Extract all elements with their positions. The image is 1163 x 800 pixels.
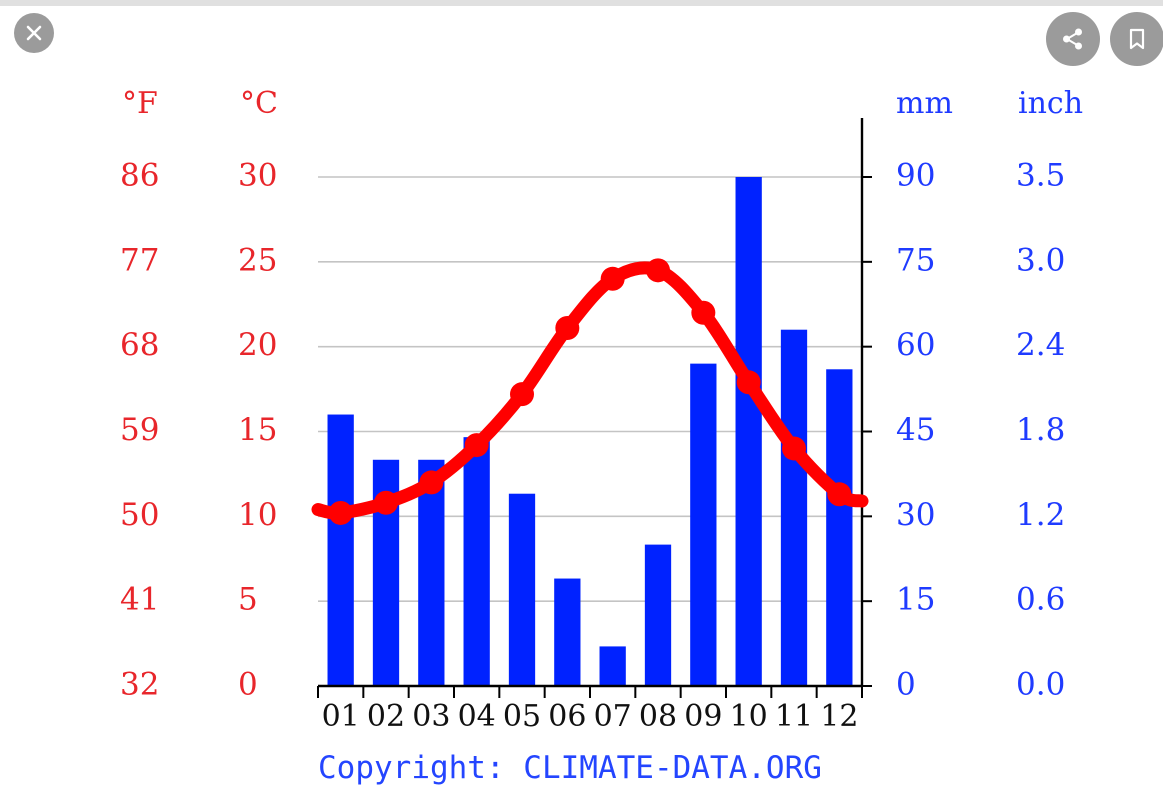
temperature-point bbox=[374, 490, 398, 515]
inch-tick-label: 2.4 bbox=[1016, 327, 1065, 363]
month-tick-label: 06 bbox=[548, 699, 586, 734]
celsius-tick-label: 30 bbox=[238, 158, 277, 194]
mm-tick-label: 60 bbox=[896, 327, 935, 363]
precipitation-bar bbox=[690, 363, 717, 686]
month-tick-label: 11 bbox=[775, 699, 813, 734]
temperature-point bbox=[782, 436, 806, 461]
share-icon bbox=[1063, 28, 1082, 50]
celsius-tick-label: 25 bbox=[238, 242, 277, 278]
grid-lines bbox=[318, 176, 862, 602]
inch-unit: inch bbox=[1018, 86, 1083, 121]
precipitation-bar bbox=[554, 578, 581, 686]
chart-axes bbox=[317, 118, 872, 698]
fahrenheit-tick-label: 32 bbox=[120, 667, 159, 703]
celsius-tick-label: 15 bbox=[238, 412, 277, 448]
month-tick-label: 08 bbox=[639, 699, 677, 734]
precipitation-bar bbox=[508, 493, 536, 686]
month-tick-label: 04 bbox=[458, 699, 496, 734]
inch-tick-label: 0.6 bbox=[1016, 582, 1065, 618]
month-tick-label: 12 bbox=[820, 699, 858, 734]
temperature-point bbox=[555, 316, 580, 341]
top-edge-bar bbox=[0, 0, 1163, 6]
mm-tick-label: 45 bbox=[896, 412, 935, 448]
celsius-tick-label: 20 bbox=[238, 327, 277, 363]
precipitation-bar bbox=[327, 414, 354, 686]
fahrenheit-tick-label: 59 bbox=[120, 412, 159, 448]
fahrenheit-tick-label: 86 bbox=[120, 158, 159, 194]
mm-tick-label: 0 bbox=[896, 667, 916, 703]
temperature-point bbox=[691, 300, 716, 325]
fahrenheit-tick-label: 77 bbox=[120, 242, 159, 278]
temperature-point bbox=[419, 470, 444, 495]
precipitation-bar bbox=[599, 646, 626, 686]
inch-tick-label: 3.5 bbox=[1016, 158, 1065, 194]
temperature-point bbox=[736, 370, 761, 395]
month-tick-label: 01 bbox=[322, 699, 360, 734]
close-icon bbox=[26, 25, 42, 41]
copyright-text: Copyright: CLIMATE-DATA.ORG bbox=[318, 750, 822, 786]
precipitation-bar bbox=[463, 437, 490, 686]
temperature-point bbox=[464, 433, 489, 458]
temperature-point bbox=[600, 266, 625, 291]
close-button[interactable] bbox=[14, 13, 54, 53]
month-tick-label: 05 bbox=[503, 699, 541, 734]
month-tick-label: 02 bbox=[367, 699, 405, 734]
fahrenheit-tick-label: 50 bbox=[120, 497, 159, 533]
inch-tick-label: 3.0 bbox=[1016, 242, 1065, 278]
mm-tick-label: 75 bbox=[896, 242, 935, 278]
temperature-line bbox=[311, 258, 869, 525]
celsius-tick-label: 0 bbox=[238, 667, 258, 703]
temperature-point bbox=[646, 258, 670, 283]
inch-tick-label: 1.8 bbox=[1016, 412, 1065, 448]
share-button[interactable] bbox=[1046, 12, 1100, 66]
temperature-line-path bbox=[311, 261, 869, 520]
month-tick-label: 07 bbox=[594, 699, 632, 734]
month-tick-label: 09 bbox=[684, 699, 722, 734]
axis-labels: °F °C mm inch867768595041323025201510509075… bbox=[120, 86, 1083, 734]
mm-tick-label: 15 bbox=[896, 582, 935, 618]
month-tick-label: 10 bbox=[730, 699, 768, 734]
precipitation-bar bbox=[826, 369, 853, 686]
celsius-tick-label: 5 bbox=[238, 582, 258, 618]
precipitation-bar bbox=[780, 329, 808, 686]
temperature-point bbox=[510, 382, 534, 407]
precipitation-bar bbox=[418, 459, 445, 686]
mm-unit: mm bbox=[896, 86, 953, 121]
bookmark-icon bbox=[1129, 28, 1145, 50]
fahrenheit-tick-label: 41 bbox=[120, 582, 159, 618]
temperature-point bbox=[827, 482, 852, 507]
celsius-tick-label: 10 bbox=[238, 497, 277, 533]
month-tick-label: 03 bbox=[412, 699, 450, 734]
precipitation-bar bbox=[644, 544, 672, 686]
fahrenheit-tick-label: 68 bbox=[120, 327, 159, 363]
celsius-unit: °C bbox=[240, 86, 278, 121]
temperature-point bbox=[328, 500, 353, 525]
fahrenheit-unit: °F bbox=[122, 86, 158, 121]
inch-tick-label: 1.2 bbox=[1016, 497, 1065, 533]
inch-tick-label: 0.0 bbox=[1016, 667, 1065, 703]
precipitation-bar bbox=[735, 177, 762, 686]
mm-tick-label: 30 bbox=[896, 497, 935, 533]
mm-tick-label: 90 bbox=[896, 158, 935, 194]
bookmark-button[interactable] bbox=[1110, 12, 1163, 66]
